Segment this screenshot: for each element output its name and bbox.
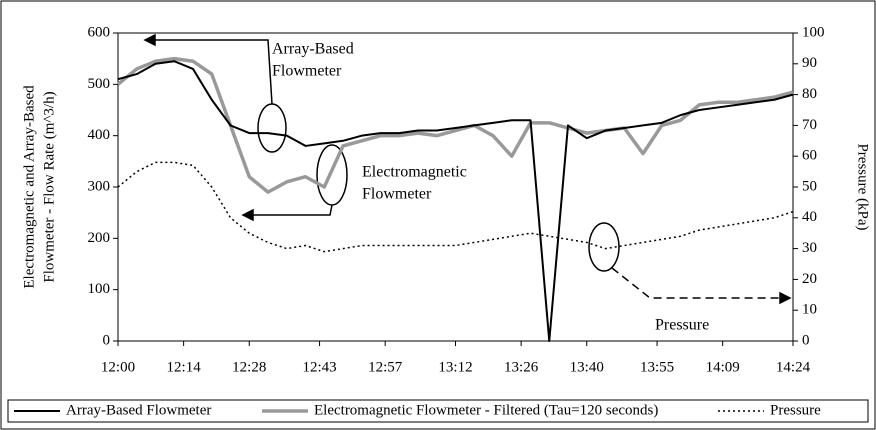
y2-tick-label: 70 [802, 117, 817, 133]
legend-box [7, 399, 869, 423]
y-tick-label: 500 [88, 76, 111, 92]
legend-label: Array-Based Flowmeter [66, 402, 211, 418]
y-tick-label: 400 [88, 127, 111, 143]
y-tick-label: 100 [88, 281, 111, 297]
arrowhead [143, 33, 156, 47]
arrowhead [241, 208, 254, 222]
y2-tick-label: 20 [802, 271, 817, 287]
series-line [117, 60, 794, 342]
x-tick-label: 14:24 [776, 359, 811, 375]
x-tick-label: 12:14 [167, 359, 202, 375]
series-line [117, 161, 794, 253]
x-tick-label: 13:26 [504, 359, 539, 375]
legend-label: Electromagnetic Flowmeter - Filtered (Ta… [314, 402, 658, 418]
y2-tick-label: 80 [802, 86, 817, 102]
y2-tick-label: 50 [802, 178, 817, 194]
y2-tick-label: 0 [802, 332, 810, 348]
x-tick-label: 12:57 [368, 359, 403, 375]
x-tick-label: 12:28 [232, 359, 266, 375]
x-tick-label: 12:43 [302, 359, 336, 375]
arrowhead [779, 291, 792, 305]
y-axis-label: Electromagnetic and Array-Based [21, 85, 37, 289]
y2-tick-label: 60 [802, 148, 817, 164]
ellipse [316, 144, 348, 206]
y-tick-label: 600 [88, 24, 111, 40]
legend-label: Pressure [770, 402, 821, 418]
annotation: Flowmeter [272, 63, 342, 80]
x-tick-label: 13:40 [570, 359, 604, 375]
annotation: Array-Based [272, 41, 354, 58]
x-tick-label: 13:55 [640, 359, 674, 375]
arrow [611, 267, 785, 299]
x-tick-label: 12:00 [101, 359, 135, 375]
y-tick-label: 0 [103, 332, 111, 348]
x-tick-label: 13:12 [438, 359, 472, 375]
annotation: Flowmeter [362, 186, 432, 203]
ellipse [588, 222, 620, 272]
y2-axis-label: Pressure (kPa) [855, 143, 871, 230]
ellipse [257, 103, 287, 153]
annotation: Pressure [655, 317, 709, 334]
y-tick-label: 300 [88, 178, 111, 194]
x-tick-label: 14:09 [706, 359, 740, 375]
y-tick-label: 200 [88, 230, 111, 246]
plot-area [117, 32, 794, 342]
callouts [143, 33, 792, 305]
y2-tick-label: 30 [802, 240, 817, 256]
y2-tick-label: 90 [802, 55, 817, 71]
y2-tick-label: 40 [802, 209, 817, 225]
arrow [243, 204, 333, 216]
annotation: Electromagnetic [362, 164, 467, 181]
y-axis-label: Flowmeter - Flow Rate (m^3/h) [41, 91, 57, 282]
y2-tick-label: 100 [802, 24, 825, 40]
y2-tick-label: 10 [802, 302, 817, 318]
arrow [145, 39, 273, 105]
